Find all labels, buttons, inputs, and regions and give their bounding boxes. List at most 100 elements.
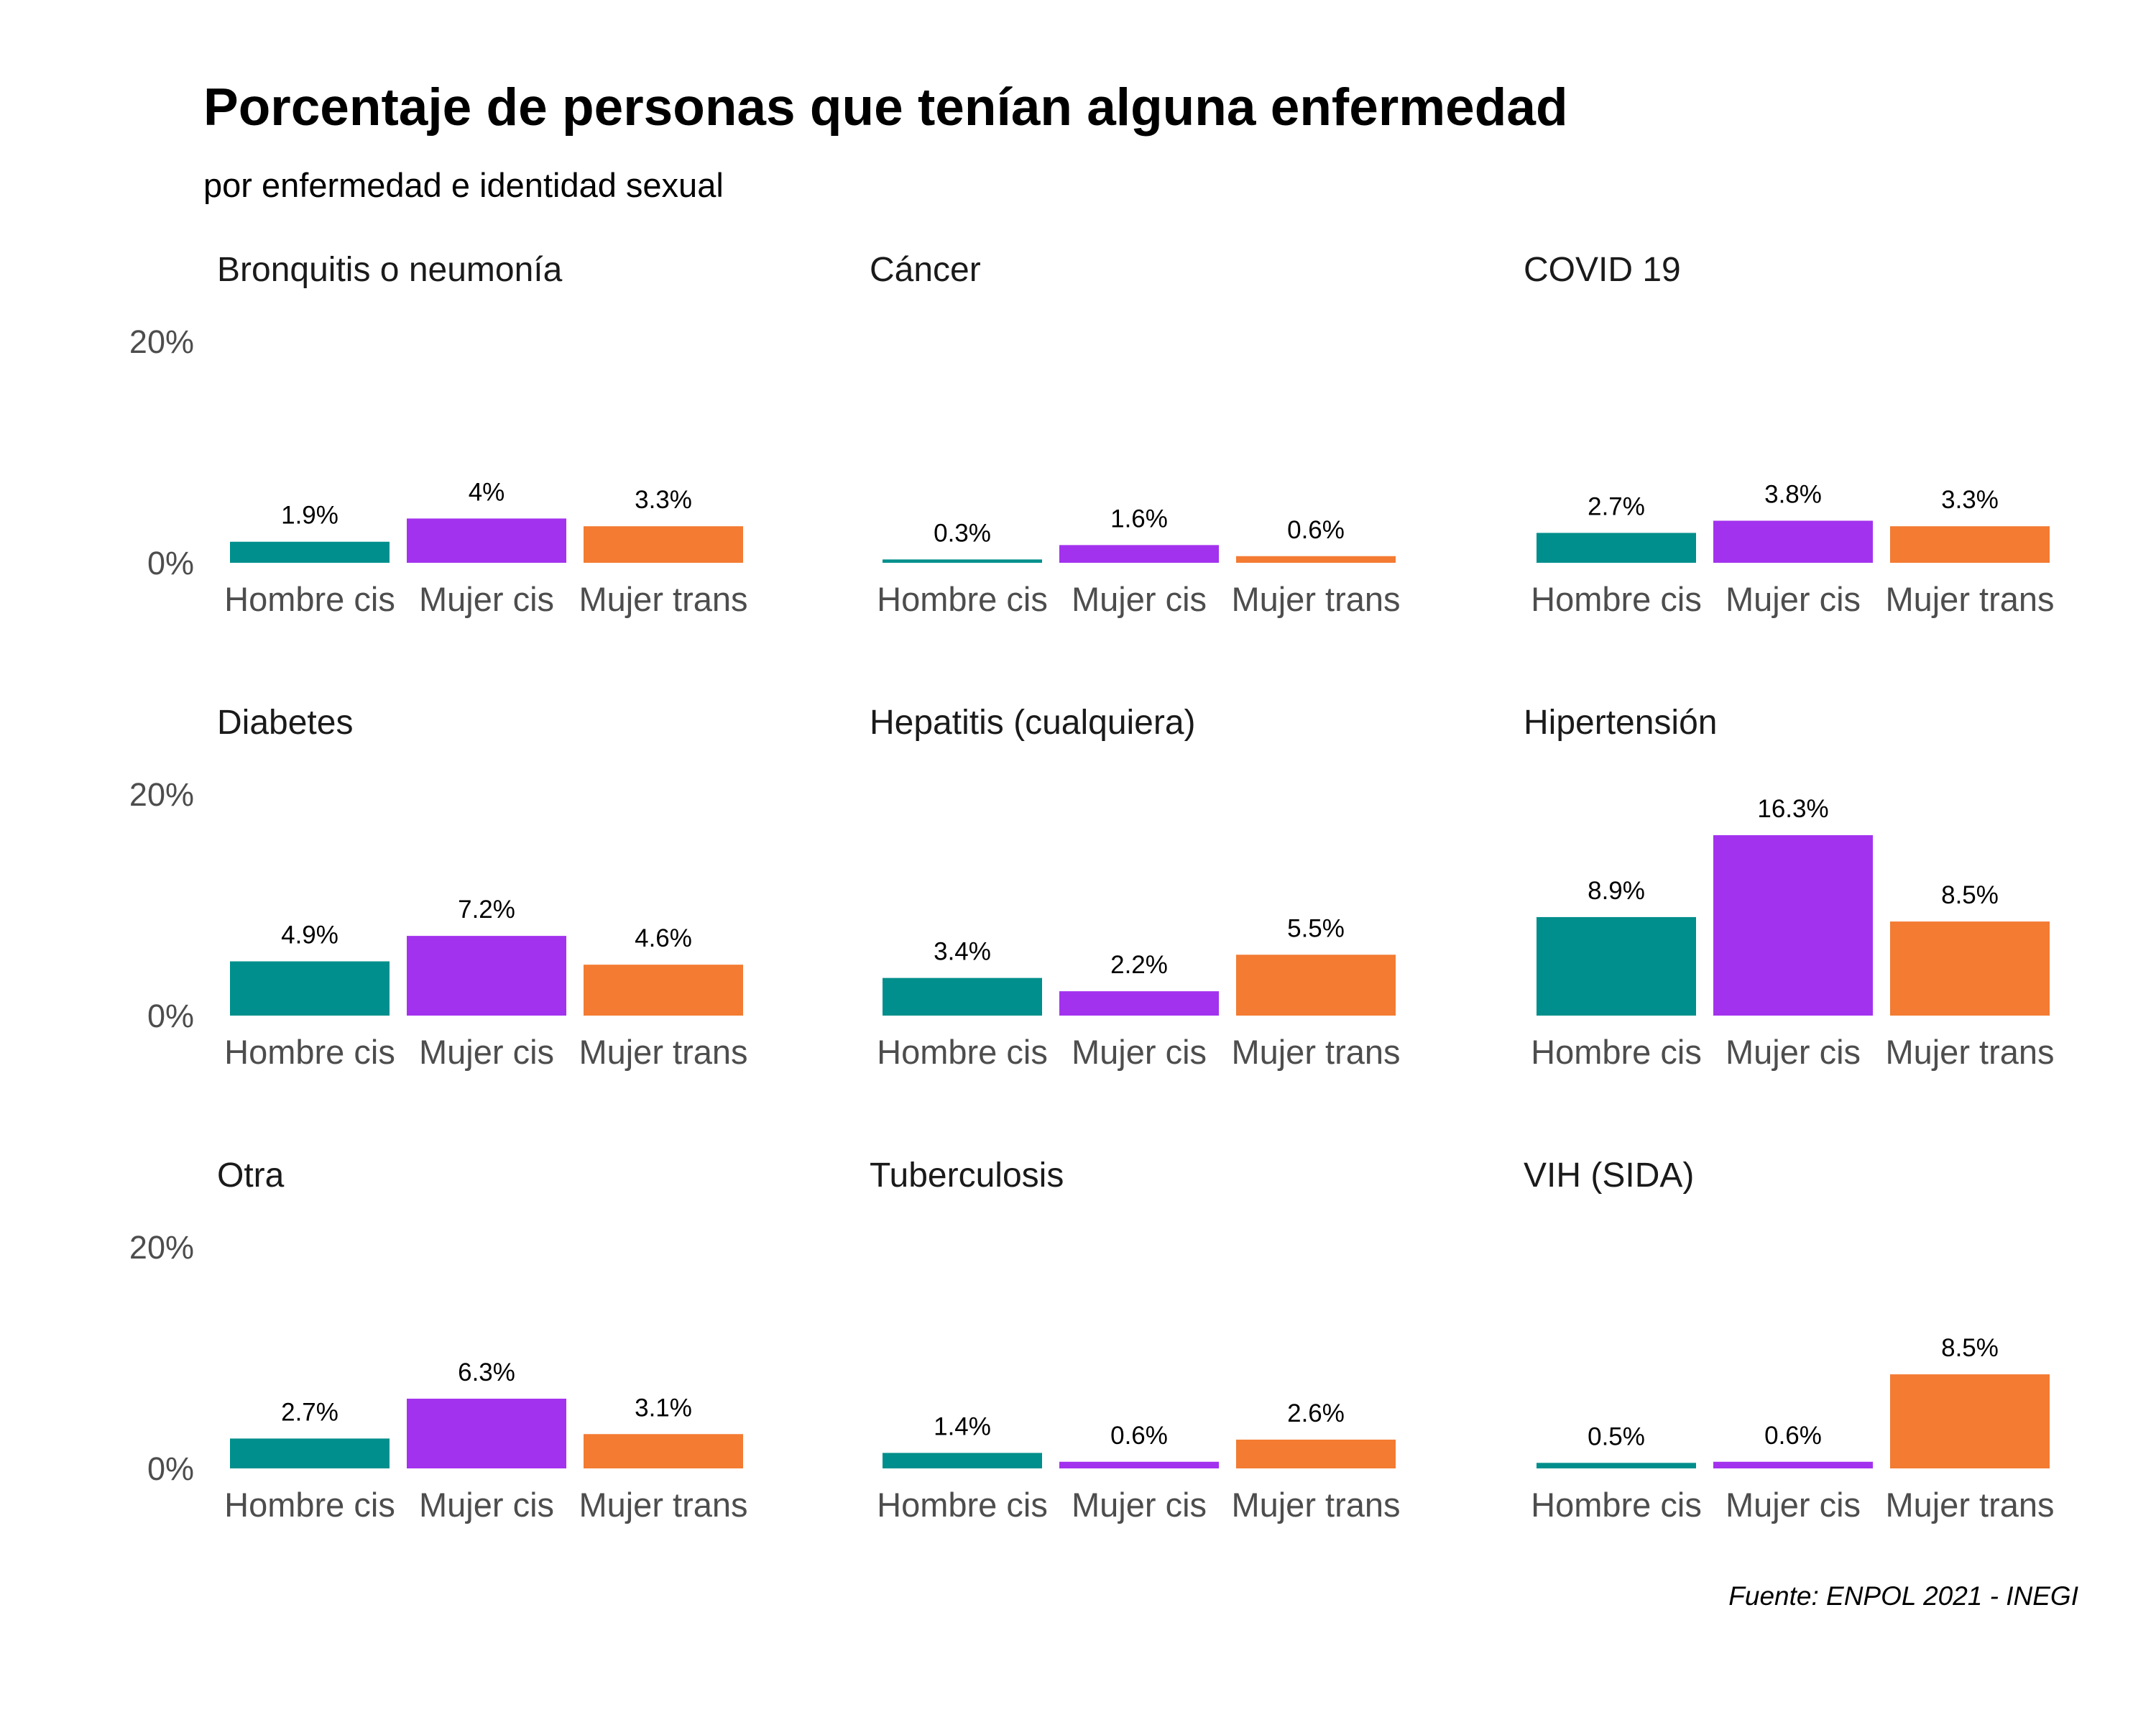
data-label: 1.4%	[934, 1412, 991, 1440]
bar	[407, 518, 566, 563]
x-tick-label: Mujer cis	[1072, 1486, 1207, 1524]
x-tick-label: Mujer cis	[1072, 580, 1207, 618]
bar	[230, 1438, 390, 1468]
data-label: 1.6%	[1110, 505, 1168, 533]
x-tick-label: Mujer trans	[1231, 1486, 1400, 1524]
x-tick-label: Hombre cis	[877, 580, 1048, 618]
bar	[1059, 991, 1219, 1016]
facet-label: Otra	[217, 1156, 285, 1195]
data-label: 8.5%	[1941, 881, 1999, 909]
data-label: 0.6%	[1287, 516, 1345, 544]
bar	[584, 526, 743, 563]
data-label: 0.6%	[1110, 1422, 1168, 1450]
x-tick-label: Mujer trans	[1231, 1033, 1400, 1071]
bar	[1890, 1374, 2050, 1468]
bar	[1537, 533, 1696, 563]
data-label: 5.5%	[1287, 914, 1345, 942]
data-label: 3.4%	[934, 938, 991, 966]
facet-label: COVID 19	[1524, 251, 1681, 289]
data-label: 1.9%	[281, 502, 338, 530]
data-label: 16.3%	[1757, 795, 1828, 823]
data-label: 2.6%	[1287, 1399, 1345, 1427]
y-tick-label: 0%	[147, 1450, 194, 1487]
bar	[1537, 1463, 1696, 1468]
data-label: 7.2%	[458, 896, 515, 924]
y-tick-label: 0%	[147, 545, 194, 581]
facet-label: Hipertensión	[1524, 704, 1717, 742]
data-label: 3.1%	[635, 1394, 692, 1422]
bar	[883, 978, 1042, 1016]
chart-subtitle: por enfermedad e identidad sexual	[203, 166, 724, 204]
data-label: 3.3%	[635, 486, 692, 514]
x-tick-label: Mujer cis	[419, 1033, 554, 1071]
x-tick-label: Hombre cis	[1531, 1486, 1702, 1524]
x-tick-label: Mujer cis	[1726, 1486, 1861, 1524]
bar	[1236, 954, 1396, 1016]
x-tick-label: Hombre cis	[1531, 580, 1702, 618]
bar	[407, 936, 566, 1016]
x-tick-label: Mujer trans	[579, 1033, 747, 1071]
x-tick-label: Hombre cis	[224, 1486, 395, 1524]
bar	[1059, 1461, 1219, 1468]
data-label: 2.7%	[1588, 492, 1645, 520]
x-tick-label: Mujer trans	[1885, 1486, 2054, 1524]
bar	[230, 541, 390, 563]
x-tick-label: Mujer trans	[579, 1486, 747, 1524]
facet-label: Diabetes	[217, 704, 353, 742]
x-tick-label: Hombre cis	[224, 1033, 395, 1071]
source-caption: Fuente: ENPOL 2021 - INEGI	[1728, 1581, 2078, 1611]
bar	[230, 961, 390, 1016]
bar	[1236, 556, 1396, 563]
bar	[1713, 520, 1873, 563]
x-tick-label: Mujer trans	[1231, 580, 1400, 618]
y-tick-label: 20%	[129, 776, 194, 813]
y-tick-label: 20%	[129, 1229, 194, 1266]
x-tick-label: Mujer cis	[1726, 1033, 1861, 1071]
x-tick-label: Hombre cis	[877, 1033, 1048, 1071]
bar	[883, 1453, 1042, 1468]
data-label: 2.7%	[281, 1398, 338, 1426]
x-tick-label: Mujer trans	[1885, 1033, 2054, 1071]
facet-label: VIH (SIDA)	[1524, 1156, 1694, 1195]
data-label: 3.8%	[1764, 480, 1822, 508]
y-tick-label: 0%	[147, 998, 194, 1034]
data-label: 8.9%	[1588, 877, 1645, 905]
bar	[1059, 545, 1219, 563]
data-label: 0.3%	[934, 519, 991, 547]
data-label: 3.3%	[1941, 486, 1999, 514]
x-tick-label: Hombre cis	[1531, 1033, 1702, 1071]
facet-label: Tuberculosis	[870, 1156, 1064, 1195]
x-tick-label: Mujer cis	[419, 580, 554, 618]
bar	[1537, 916, 1696, 1016]
x-tick-label: Hombre cis	[877, 1486, 1048, 1524]
bar	[1713, 834, 1873, 1016]
bar	[1890, 921, 2050, 1016]
data-label: 0.6%	[1764, 1422, 1822, 1450]
data-label: 4.9%	[281, 921, 338, 949]
chart-title: Porcentaje de personas que tenían alguna…	[203, 78, 1568, 137]
x-tick-label: Mujer trans	[579, 580, 747, 618]
x-tick-label: Mujer cis	[419, 1486, 554, 1524]
data-label: 4%	[469, 478, 505, 506]
facet-label: Hepatitis (cualquiera)	[870, 704, 1196, 742]
bar	[883, 559, 1042, 563]
data-label: 0.5%	[1588, 1422, 1645, 1450]
x-tick-label: Mujer cis	[1726, 580, 1861, 618]
x-tick-label: Hombre cis	[224, 580, 395, 618]
bar	[407, 1398, 566, 1468]
bar	[1713, 1461, 1873, 1468]
x-tick-label: Mujer cis	[1072, 1033, 1207, 1071]
y-tick-label: 20%	[129, 323, 194, 360]
bar	[584, 1434, 743, 1468]
facet-label: Cáncer	[870, 251, 981, 289]
facet-label: Bronquitis o neumonía	[217, 251, 563, 289]
data-label: 2.2%	[1110, 951, 1168, 979]
bar	[584, 965, 743, 1016]
data-label: 4.6%	[635, 924, 692, 952]
x-tick-label: Mujer trans	[1885, 580, 2054, 618]
data-label: 8.5%	[1941, 1334, 1999, 1362]
bar	[1236, 1439, 1396, 1468]
bar	[1890, 526, 2050, 563]
data-label: 6.3%	[458, 1358, 515, 1386]
